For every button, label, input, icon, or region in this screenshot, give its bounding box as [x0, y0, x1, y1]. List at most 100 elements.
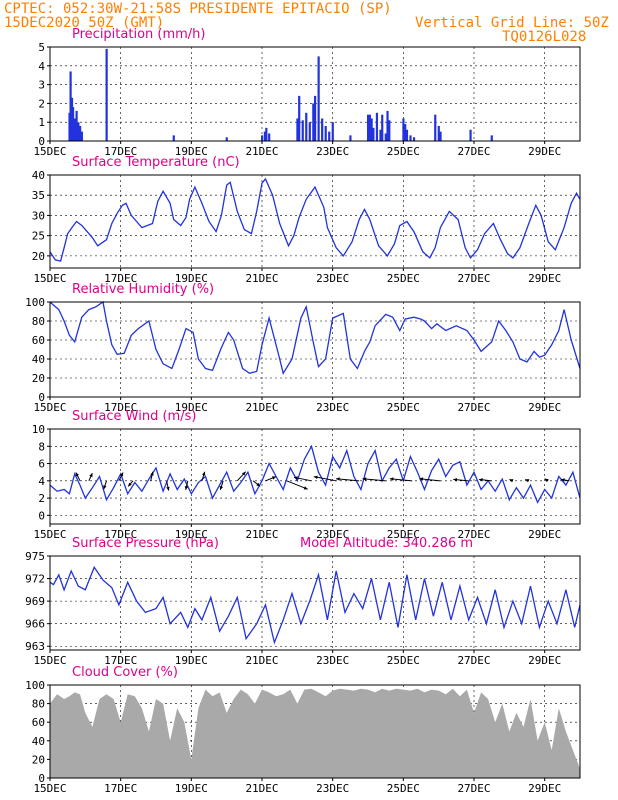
wind-vector-head — [202, 471, 206, 476]
precip-bar — [301, 120, 304, 141]
y-tick-label: 5 — [38, 41, 45, 54]
y-tick-label: 20 — [32, 753, 45, 766]
x-tick-label: 17DEC — [104, 401, 137, 414]
precip-bar — [375, 112, 379, 141]
cloud-title: Cloud Cover (%) — [72, 665, 178, 680]
wind-vector-head — [303, 486, 308, 490]
wind-vector-head — [313, 475, 318, 479]
wind-vector-head — [509, 479, 514, 483]
precip-bar — [298, 95, 301, 141]
y-tick-label: 4 — [38, 475, 45, 488]
wind-series-line — [49, 444, 581, 504]
x-tick-label: 17DEC — [104, 272, 137, 285]
precip-bar — [381, 114, 384, 141]
wind-vector-head — [75, 472, 79, 477]
precip-bar — [73, 118, 76, 141]
x-tick-label: 27DEC — [457, 654, 490, 667]
x-tick-label: 17DEC — [104, 145, 137, 158]
wind-vector-head — [256, 482, 261, 487]
wind-vector-head — [119, 472, 124, 477]
wind-vector-head — [150, 471, 154, 476]
panel-temp: 20 25 30 35 40 15DEC 17DEC 19DEC 21DEC 23DEC 25DEC… — [32, 155, 581, 285]
precip-bar — [79, 125, 82, 141]
x-tick-label: 21DEC — [245, 272, 278, 285]
x-tick-label: 15DEC — [33, 782, 66, 795]
wind-vector — [389, 478, 413, 482]
cloud-cover-area — [50, 688, 580, 778]
y-tick-label: 40 — [32, 735, 45, 748]
precip-bar — [324, 125, 327, 141]
precip-bar — [69, 71, 72, 141]
panel-press: 963 966 969 972 975 15DEC 17DEC 19DEC 21DEC 23DEC… — [25, 536, 581, 667]
precip-bar — [437, 125, 440, 141]
y-tick-label: 6 — [38, 458, 45, 471]
precip-bar — [368, 114, 371, 141]
y-tick-label: 80 — [32, 315, 45, 328]
precip-bar — [328, 131, 331, 141]
x-tick-label: 29DEC — [528, 654, 561, 667]
x-tick-label: 25DEC — [387, 145, 420, 158]
x-tick-label: 25DEC — [387, 272, 420, 285]
wind-vector — [362, 478, 386, 482]
y-tick-label: 0 — [38, 509, 45, 522]
x-tick-label: 21DEC — [245, 401, 278, 414]
x-tick-label: 27DEC — [457, 401, 490, 414]
precip-bar — [370, 118, 373, 141]
rh-series-line — [49, 300, 581, 375]
precip-bar — [105, 48, 108, 141]
wind-vector-head — [479, 478, 483, 482]
precip-bar — [75, 110, 78, 141]
precip-bar — [469, 129, 472, 141]
rh-title: Relative Humidity (%) — [72, 282, 214, 297]
x-tick-label: 29DEC — [528, 528, 561, 541]
x-tick-label: 19DEC — [175, 782, 208, 795]
wind-title: Surface Wind (m/s) — [72, 409, 196, 424]
precip-bar — [490, 135, 493, 141]
x-tick-label: 29DEC — [528, 145, 561, 158]
press-title: Surface Pressure (hPa) — [72, 536, 219, 551]
y-tick-label: 8 — [38, 440, 45, 453]
precip-bar — [367, 114, 370, 141]
y-tick-label: 20 — [32, 372, 45, 385]
wind-vector-head — [362, 477, 367, 481]
precip-bar — [77, 122, 80, 141]
wind-vector — [313, 476, 337, 482]
wind-vector-head — [128, 482, 132, 487]
precip-bar — [305, 112, 308, 141]
wind-vector-head — [219, 486, 224, 490]
y-tick-label: 0 — [38, 772, 45, 785]
precip-bar — [404, 124, 407, 141]
x-tick-label: 15DEC — [33, 528, 66, 541]
y-tick-label: 10 — [32, 423, 45, 436]
y-tick-label: 963 — [25, 640, 45, 653]
precip-bar — [409, 135, 412, 141]
precip-bar — [225, 137, 228, 141]
panel-rh: 0 20 40 60 80 100 15DEC 17DEC 19DEC 21DEC 23DEC 25D… — [25, 282, 581, 414]
x-tick-label: 19DEC — [175, 528, 208, 541]
y-tick-label: 1 — [38, 116, 45, 129]
x-tick-label: 23DEC — [316, 145, 349, 158]
precip-bar — [172, 135, 175, 141]
x-tick-label: 23DEC — [316, 272, 349, 285]
x-tick-label: 21DEC — [245, 654, 278, 667]
precip-bar — [331, 122, 334, 141]
precip-bar — [402, 118, 405, 141]
wind-vector-head — [241, 471, 246, 476]
x-tick-label: 15DEC — [33, 272, 66, 285]
x-tick-label: 21DEC — [245, 782, 278, 795]
x-tick-label: 15DEC — [33, 654, 66, 667]
precip-bar — [379, 129, 382, 141]
precip-bar — [388, 120, 391, 141]
x-tick-label: 27DEC — [457, 782, 490, 795]
y-tick-label: 2 — [38, 492, 45, 505]
x-tick-label: 19DEC — [175, 401, 208, 414]
y-tick-label: 80 — [32, 698, 45, 711]
panel-wind: 0 2 4 6 8 10 15DEC 17DEC 19DEC 21DEC 23DEC 25DEC 27D… — [32, 409, 581, 541]
precip-bar — [434, 114, 437, 141]
precip-bar — [296, 118, 299, 141]
wind-vector — [336, 478, 360, 482]
y-tick-label: 969 — [25, 595, 45, 608]
x-tick-label: 25DEC — [387, 654, 420, 667]
y-tick-label: 3 — [38, 79, 45, 92]
